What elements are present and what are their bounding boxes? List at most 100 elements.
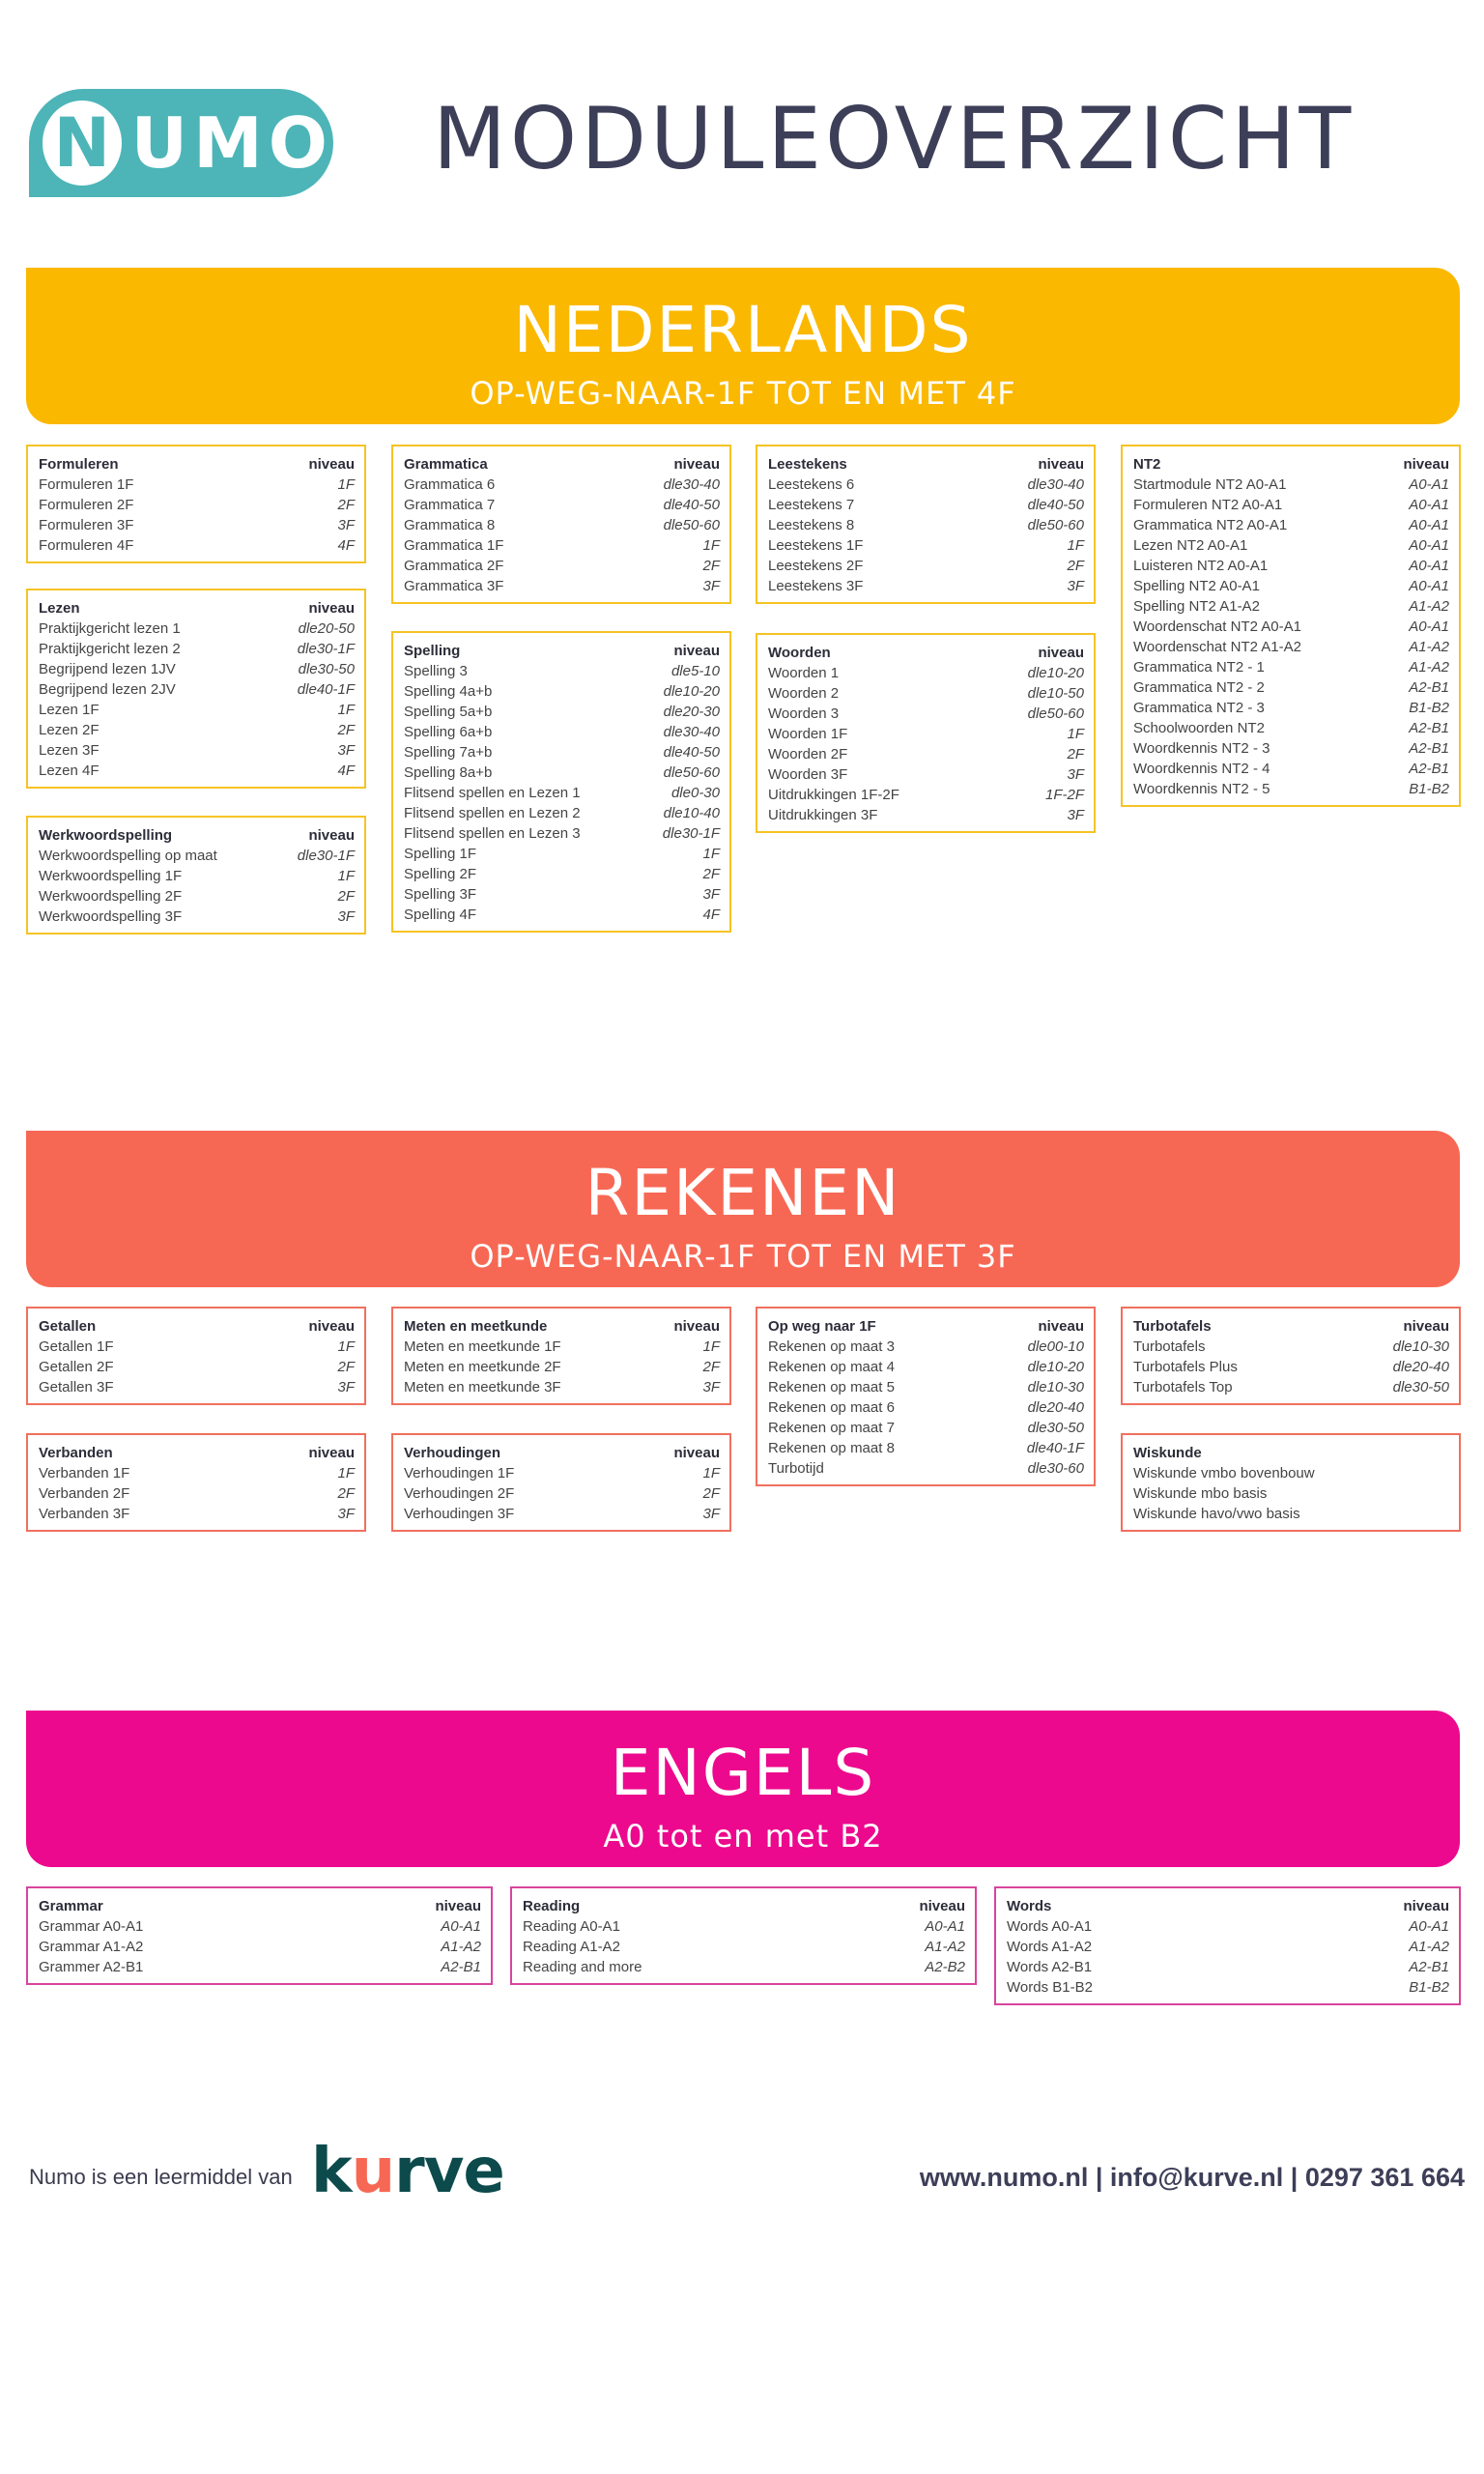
module-row: Verhoudingen 3F 3F [404,1504,720,1524]
module-level: 2F [337,1485,355,1502]
module-row: Verbanden 3F 3F [39,1504,355,1524]
module-level: dle40-1F [1026,1440,1084,1456]
module-row: Formuleren NT2 A0-A1 A0-A1 [1133,495,1449,515]
module-level: 2F [337,1359,355,1375]
module-row: Woordenschat NT2 A1-A2 A1-A2 [1133,637,1449,657]
module-name: Woordenschat NT2 A1-A2 [1133,639,1301,655]
module-level: dle40-1F [297,681,355,698]
module-header: Reading niveau [523,1896,965,1916]
module-row: Spelling 2F 2F [404,864,720,884]
module-level: A2-B1 [1409,1959,1449,1975]
module-level: dle00-10 [1027,1338,1084,1355]
module-title: Woorden [768,645,831,661]
module-level: A1-A2 [1409,659,1449,676]
module-level: 3F [337,1506,355,1522]
module-row: Grammer A2-B1 A2-B1 [39,1957,481,1977]
module-name: Meten en meetkunde 2F [404,1359,561,1375]
module-row: Luisteren NT2 A0-A1 A0-A1 [1133,556,1449,576]
module-row: Meten en meetkunde 2F 2F [404,1357,720,1377]
module-name: Flitsend spellen en Lezen 2 [404,805,581,821]
module-name: Leestekens 2F [768,558,864,574]
module-box: Reading niveau Reading A0-A1 A0-A1 Reading A… [510,1886,977,1985]
module-row: Rekenen op maat 7 dle30-50 [768,1418,1084,1438]
module-row: Spelling 5a+b dle20-30 [404,702,720,722]
module-name: Uitdrukkingen 1F-2F [768,787,899,803]
module-row: Words A2-B1 A2-B1 [1007,1957,1449,1977]
module-row: Schoolwoorden NT2 A2-B1 [1133,718,1449,738]
module-name: Spelling 6a+b [404,724,493,740]
module-name: Lezen 3F [39,742,100,759]
module-header: Verbanden niveau [39,1443,355,1463]
module-row: Begrijpend lezen 1JV dle30-50 [39,659,355,679]
niveau-label: niveau [308,1318,355,1335]
module-name: Verbanden 2F [39,1485,130,1502]
module-level: 2F [702,1359,720,1375]
niveau-label: niveau [673,643,720,659]
module-level: 2F [337,888,355,905]
module-title: Leestekens [768,456,847,473]
module-name: Turbotijd [768,1460,824,1477]
module-level: dle50-60 [1027,517,1084,533]
module-row: Wiskunde havo/vwo basis [1133,1504,1449,1524]
module-name: Grammatica NT2 - 2 [1133,679,1265,696]
module-name: Verbanden 3F [39,1506,130,1522]
module-name: Formuleren 2F [39,497,134,513]
module-row: Spelling 7a+b dle40-50 [404,742,720,762]
module-name: Lezen 2F [39,722,100,738]
module-name: Reading A1-A2 [523,1939,620,1955]
niveau-label: niveau [1038,645,1084,661]
module-title: Formuleren [39,456,119,473]
module-header: Grammatica niveau [404,454,720,475]
module-header: Spelling niveau [404,641,720,661]
module-row: Woordkennis NT2 - 5 B1-B2 [1133,779,1449,799]
module-name: Wiskunde mbo basis [1133,1485,1268,1502]
module-row: Spelling 4a+b dle10-20 [404,681,720,702]
module-row: Woordkennis NT2 - 3 A2-B1 [1133,738,1449,759]
module-name: Spelling 4F [404,906,477,923]
module-level: 1F [702,1338,720,1355]
module-name: Formuleren 1F [39,476,134,493]
module-name: Woordenschat NT2 A0-A1 [1133,618,1301,635]
module-row: Leestekens 2F 2F [768,556,1084,576]
module-row: Formuleren 2F 2F [39,495,355,515]
module-row: Flitsend spellen en Lezen 2 dle10-40 [404,803,720,823]
module-row: Lezen NT2 A0-A1 A0-A1 [1133,535,1449,556]
module-level: dle40-50 [663,497,720,513]
nederlands-title: NEDERLANDS [513,293,973,367]
module-row: Meten en meetkunde 3F 3F [404,1377,720,1397]
module-row: Spelling 6a+b dle30-40 [404,722,720,742]
module-name: Spelling 7a+b [404,744,493,761]
module-title: Spelling [404,643,461,659]
module-header: Wiskunde [1133,1443,1449,1463]
module-name: Praktijkgericht lezen 2 [39,641,181,657]
module-level: 4F [702,906,720,923]
niveau-label: niveau [1403,1898,1449,1914]
module-level: A2-B2 [925,1959,965,1975]
niveau-label: niveau [308,600,355,617]
module-level: 4F [337,537,355,554]
module-level: dle20-40 [1027,1399,1084,1416]
module-name: Grammatica 1F [404,537,504,554]
module-name: Grammar A1-A2 [39,1939,144,1955]
module-header: Leestekens niveau [768,454,1084,475]
module-header: Werkwoordspelling niveau [39,825,355,846]
module-name: Reading and more [523,1959,642,1975]
module-name: Lezen 1F [39,702,100,718]
module-level: A0-A1 [1409,497,1449,513]
module-level: 1F [337,1338,355,1355]
module-row: Spelling NT2 A1-A2 A1-A2 [1133,596,1449,617]
module-name: Spelling 2F [404,866,477,882]
module-name: Woorden 3F [768,766,848,783]
module-row: Grammar A1-A2 A1-A2 [39,1937,481,1957]
module-name: Turbotafels Plus [1133,1359,1238,1375]
module-title: Lezen [39,600,80,617]
module-row: Lezen 2F 2F [39,720,355,740]
module-row: Werkwoordspelling 2F 2F [39,886,355,906]
module-row: Verbanden 1F 1F [39,1463,355,1483]
module-row: Grammatica 1F 1F [404,535,720,556]
module-name: Grammatica 8 [404,517,496,533]
module-name: Lezen NT2 A0-A1 [1133,537,1248,554]
module-box: Woorden niveau Woorden 1 dle10-20 Woorden 2 d… [756,633,1096,833]
module-level: 3F [337,742,355,759]
module-row: Getallen 2F 2F [39,1357,355,1377]
